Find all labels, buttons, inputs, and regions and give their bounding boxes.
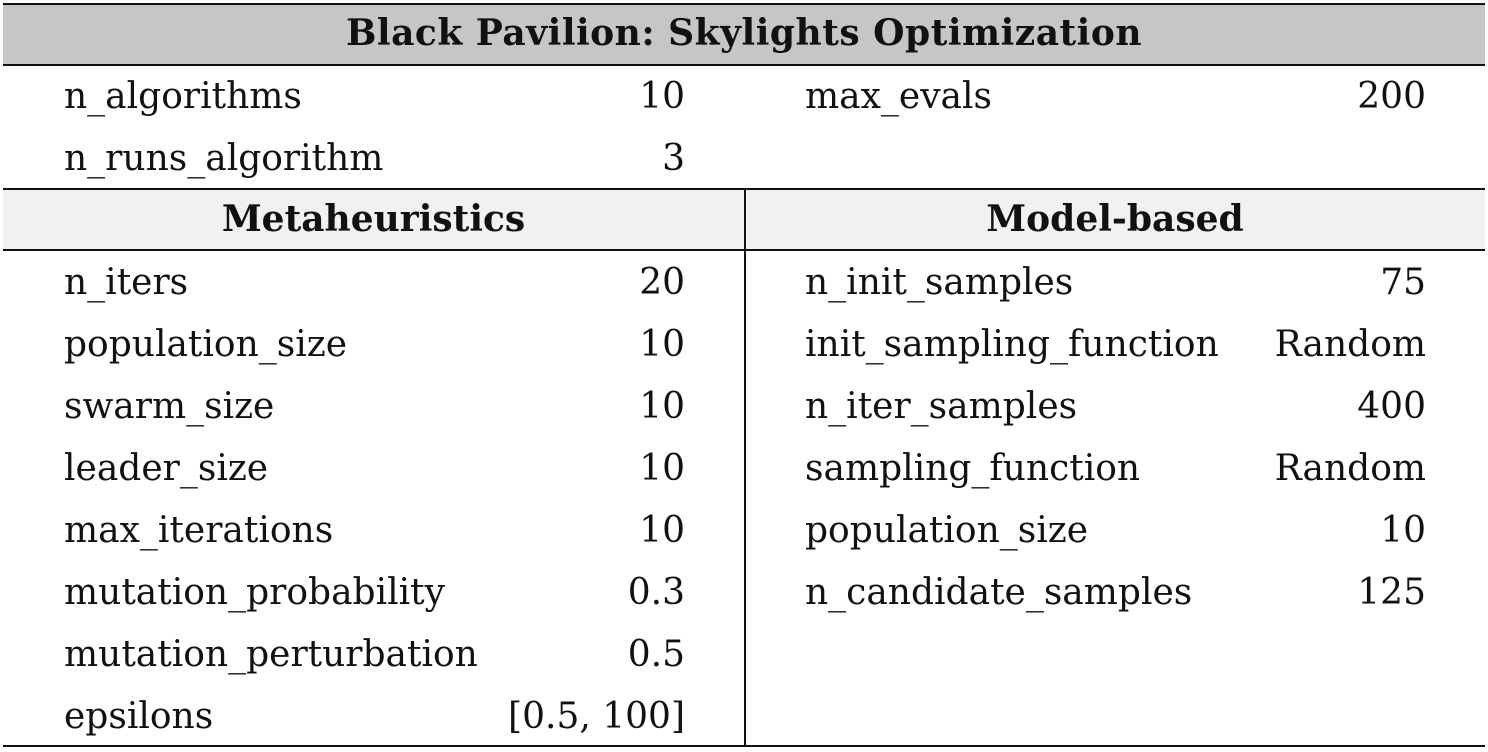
metaheuristic-param-name: mutation_perturbation [64, 634, 478, 675]
model-based-param-value: Random [1274, 324, 1426, 365]
model-based-param-name: n_iter_samples [805, 386, 1078, 427]
column-divider [744, 190, 746, 745]
metaheuristic-param-name: leader_size [64, 448, 269, 489]
metaheuristic-param-value: 10 [639, 510, 685, 551]
metaheuristic-param-name: mutation_probability [64, 572, 445, 613]
model-based-param-name: sampling_function [805, 448, 1141, 489]
metaheuristic-param-name: epsilons [64, 696, 214, 737]
metaheuristic-param-name: swarm_size [64, 386, 275, 427]
metaheuristic-param-value: 10 [639, 324, 685, 365]
general-value: 200 [1357, 76, 1426, 117]
model-based-param-value: 75 [1380, 262, 1426, 303]
model-based-param-value: 125 [1357, 572, 1426, 613]
metaheuristic-param-value: 10 [639, 448, 685, 489]
top-rule [3, 3, 1485, 5]
general-name: max_evals [805, 76, 992, 117]
general-rule [3, 188, 1485, 190]
general-value: 10 [639, 76, 685, 117]
table-title: Black Pavilion: Skylights Optimization [345, 12, 1143, 54]
general-name: n_algorithms [64, 76, 302, 117]
metaheuristic-param-value: 10 [639, 386, 685, 427]
metaheuristic-param-value: [0.5, 100] [508, 696, 685, 737]
general-value: 3 [662, 138, 685, 179]
metaheuristic-param-name: max_iterations [64, 510, 334, 551]
general-name: n_runs_algorithm [64, 138, 384, 179]
bottom-rule [3, 745, 1485, 747]
model-based-param-value: 400 [1357, 386, 1426, 427]
model-based-param-name: population_size [805, 510, 1089, 551]
model-based-param-value: Random [1274, 448, 1426, 489]
model-based-param-name: n_candidate_samples [805, 572, 1193, 613]
model-based-param-value: 10 [1380, 510, 1426, 551]
model-based-param-name: init_sampling_function [805, 324, 1219, 365]
metaheuristic-param-value: 20 [639, 262, 685, 303]
title-rule [3, 64, 1485, 66]
metaheuristic-param-value: 0.3 [627, 572, 685, 613]
metaheuristics-header: Metaheuristics [221, 198, 526, 240]
model-based-param-name: n_init_samples [805, 262, 1074, 303]
title-band [3, 4, 1485, 64]
metaheuristic-param-name: n_iters [64, 262, 189, 303]
metaheuristic-param-name: population_size [64, 324, 348, 365]
metaheuristic-param-value: 0.5 [627, 634, 685, 675]
model-based-header: Model-based [986, 198, 1244, 240]
